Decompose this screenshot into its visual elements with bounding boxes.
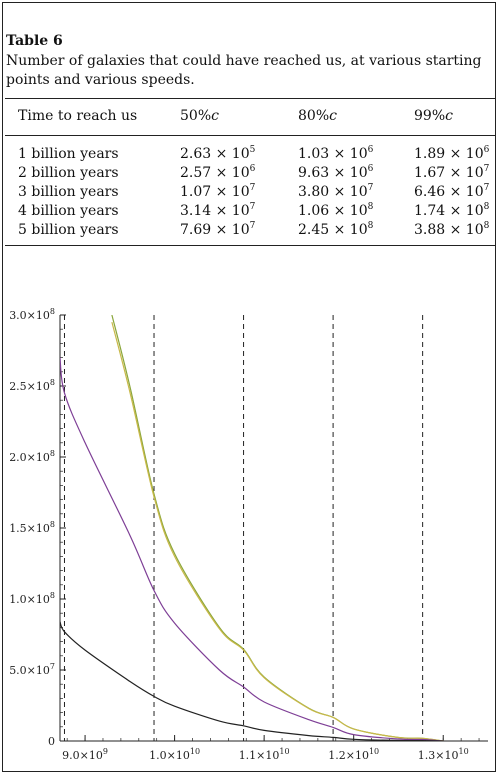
times-ten: × 10 bbox=[211, 165, 250, 181]
table-cell-time: 2 billion years bbox=[18, 165, 119, 181]
table-label: Table 6 bbox=[6, 33, 63, 49]
exponent: 7 bbox=[249, 221, 256, 231]
col-header-99-text: 99% bbox=[414, 108, 446, 124]
x-tick-label: 1.0×1010 bbox=[149, 747, 200, 762]
mantissa: 1.06 bbox=[298, 203, 330, 219]
mantissa: 2.57 bbox=[180, 165, 212, 181]
y-tick-label: 2.0×108 bbox=[9, 449, 55, 464]
y-tick-label: 1.0×108 bbox=[9, 591, 55, 606]
table-cell-time: 3 billion years bbox=[18, 184, 119, 200]
table-cell-count: 1.67 × 107 bbox=[414, 164, 490, 182]
exponent: 7 bbox=[249, 202, 256, 212]
exponent: 7 bbox=[483, 183, 490, 193]
mantissa: 1.67 bbox=[414, 165, 446, 181]
x-tick-label: 9.0×109 bbox=[62, 747, 108, 762]
times-ten: × 10 bbox=[329, 184, 368, 200]
table-cell-count: 2.63 × 105 bbox=[180, 145, 256, 163]
mantissa: 6.46 bbox=[414, 184, 446, 200]
exponent: 5 bbox=[249, 145, 256, 155]
mantissa: 1.74 bbox=[414, 203, 446, 219]
table-cell-count: 1.06 × 108 bbox=[298, 202, 374, 220]
table-cell-count: 2.57 × 106 bbox=[180, 164, 256, 182]
table-rule-top bbox=[5, 98, 495, 99]
times-ten: × 10 bbox=[211, 203, 250, 219]
y-tick-label: 0 bbox=[48, 735, 55, 748]
times-ten: × 10 bbox=[445, 203, 484, 219]
y-tick-label: 1.5×108 bbox=[9, 520, 55, 535]
times-ten: × 10 bbox=[329, 222, 368, 238]
mantissa: 2.63 bbox=[180, 146, 212, 162]
table-cell-count: 6.46 × 107 bbox=[414, 183, 490, 201]
exponent: 8 bbox=[367, 221, 374, 231]
col-header-50-text: 50% bbox=[180, 108, 212, 124]
table-cell-count: 3.88 × 108 bbox=[414, 221, 490, 239]
table-cell-count: 1.07 × 107 bbox=[180, 183, 256, 201]
table-cell-count: 1.74 × 108 bbox=[414, 202, 490, 220]
table-rule-mid bbox=[5, 135, 495, 136]
series-line-purple bbox=[60, 357, 444, 741]
table-cell-count: 3.80 × 107 bbox=[298, 183, 374, 201]
table-cell-count: 1.89 × 106 bbox=[414, 145, 490, 163]
table-caption: Number of galaxies that could have reach… bbox=[6, 53, 482, 88]
mantissa: 3.14 bbox=[180, 203, 212, 219]
col-header-80: 80%c bbox=[298, 108, 337, 124]
x-tick-label: 1.2×1010 bbox=[328, 747, 379, 762]
exponent: 7 bbox=[483, 164, 490, 174]
exponent: 8 bbox=[367, 202, 374, 212]
exponent: 7 bbox=[249, 183, 256, 193]
table-cell-count: 3.14 × 107 bbox=[180, 202, 256, 220]
col-header-time: Time to reach us bbox=[18, 108, 138, 124]
col-header-80-text: 80% bbox=[298, 108, 330, 124]
exponent: 7 bbox=[367, 183, 374, 193]
mantissa: 3.88 bbox=[414, 222, 446, 238]
mantissa: 1.07 bbox=[180, 184, 212, 200]
series-line-yellow bbox=[111, 321, 444, 741]
y-tick-label: 3.0×108 bbox=[9, 307, 55, 322]
col-header-50: 50%c bbox=[180, 108, 219, 124]
times-ten: × 10 bbox=[445, 146, 484, 162]
table-cell-time: 5 billion years bbox=[18, 222, 119, 238]
speed-of-light-symbol: c bbox=[211, 108, 219, 124]
table-cell-count: 2.45 × 108 bbox=[298, 221, 374, 239]
mantissa: 1.03 bbox=[298, 146, 330, 162]
series-line-green bbox=[111, 315, 444, 741]
mantissa: 2.45 bbox=[298, 222, 330, 238]
mantissa: 7.69 bbox=[180, 222, 212, 238]
col-header-99: 99%c bbox=[414, 108, 453, 124]
exponent: 6 bbox=[483, 145, 490, 155]
exponent: 8 bbox=[483, 221, 490, 231]
times-ten: × 10 bbox=[445, 222, 484, 238]
exponent: 6 bbox=[249, 164, 256, 174]
mantissa: 1.89 bbox=[414, 146, 446, 162]
times-ten: × 10 bbox=[329, 203, 368, 219]
y-tick-label: 5.0×107 bbox=[9, 662, 55, 677]
times-ten: × 10 bbox=[211, 222, 250, 238]
table-cell-time: 4 billion years bbox=[18, 203, 119, 219]
table-rule-bottom bbox=[5, 245, 495, 246]
table-cell-count: 1.03 × 106 bbox=[298, 145, 374, 163]
table-cell-time: 1 billion years bbox=[18, 146, 119, 162]
times-ten: × 10 bbox=[329, 165, 368, 181]
table-cell-count: 7.69 × 107 bbox=[180, 221, 256, 239]
mantissa: 9.63 bbox=[298, 165, 330, 181]
x-tick-label: 1.3×1010 bbox=[418, 747, 469, 762]
table-cell-count: 9.63 × 106 bbox=[298, 164, 374, 182]
mantissa: 3.80 bbox=[298, 184, 330, 200]
times-ten: × 10 bbox=[211, 184, 250, 200]
times-ten: × 10 bbox=[329, 146, 368, 162]
times-ten: × 10 bbox=[445, 165, 484, 181]
exponent: 6 bbox=[367, 164, 374, 174]
y-tick-label: 2.5×108 bbox=[9, 378, 55, 393]
times-ten: × 10 bbox=[445, 184, 484, 200]
exponent: 6 bbox=[367, 145, 374, 155]
exponent: 8 bbox=[483, 202, 490, 212]
series-line-black bbox=[60, 621, 444, 741]
speed-of-light-symbol: c bbox=[329, 108, 337, 124]
times-ten: × 10 bbox=[211, 146, 250, 162]
speed-of-light-symbol: c bbox=[445, 108, 453, 124]
x-tick-label: 1.1×1010 bbox=[239, 747, 290, 762]
